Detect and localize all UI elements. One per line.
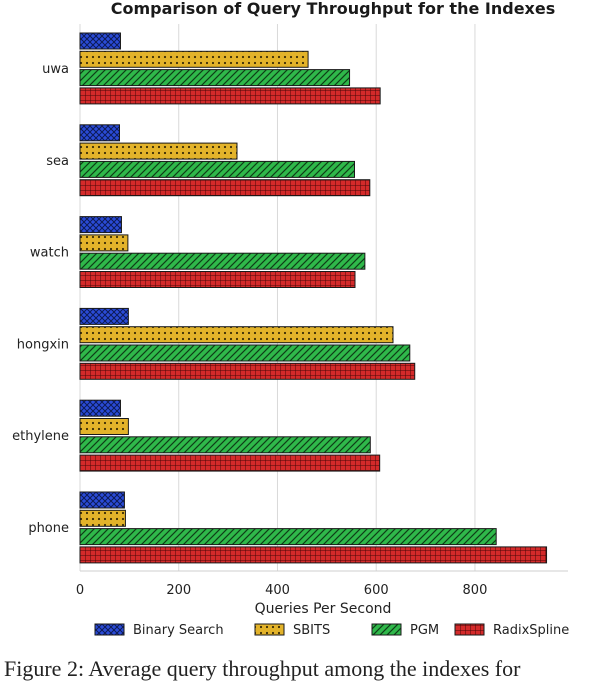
bar-watch-pgm [79, 252, 366, 270]
bar-hongxin-binary-search [79, 307, 129, 325]
x-tick-label: 0 [76, 583, 84, 598]
legend-label: RadixSpline [493, 623, 569, 638]
x-tick-labels: 0 200 400 600 800 [76, 583, 488, 598]
chart-title: Comparison of Query Throughput for the I… [111, 0, 555, 18]
y-tick-labels: uwa sea watch hongxin ethylene phone [12, 62, 69, 536]
bar-sea-pgm [79, 160, 355, 178]
bar-ethylene-sbits [79, 418, 129, 435]
bar-ethylene-pgm [79, 436, 371, 454]
legend-label: PGM [410, 623, 439, 638]
y-tick-label: uwa [42, 62, 69, 77]
y-tick-label: hongxin [17, 337, 69, 352]
bar-sea-sbits [79, 142, 238, 160]
legend-label: Binary Search [133, 623, 224, 638]
legend-swatch [254, 623, 285, 636]
x-axis-label: Queries Per Second [255, 601, 392, 617]
y-tick-label: ethylene [12, 429, 69, 444]
y-tick-label: phone [28, 521, 69, 536]
legend-swatch [371, 623, 402, 636]
bar-sea-radixspline [79, 179, 371, 197]
x-tick-label: 400 [265, 583, 290, 598]
y-tick-label: watch [30, 246, 69, 261]
bar-phone-radixspline [79, 546, 548, 564]
bar-uwa-radixspline [79, 87, 381, 105]
bar-hongxin-pgm [79, 344, 411, 362]
legend-swatch [454, 623, 485, 636]
x-tick-label: 200 [166, 583, 191, 598]
legend-label: SBITS [293, 623, 330, 638]
bar-watch-radixspline [79, 271, 356, 288]
x-tick-label: 800 [463, 583, 488, 598]
y-tick-label: sea [46, 154, 69, 169]
bar-watch-sbits [79, 234, 129, 252]
bar-uwa-binary-search [79, 32, 121, 50]
bar-ethylene-binary-search [79, 399, 121, 417]
bar-ethylene-radixspline [79, 454, 381, 472]
bar-phone-binary-search [79, 491, 125, 509]
bar-hongxin-radixspline [79, 362, 416, 380]
x-gridlines [79, 24, 476, 571]
bar-uwa-pgm [79, 69, 351, 87]
legend-swatch [94, 623, 125, 636]
bar-sea-binary-search [79, 124, 120, 142]
bar-phone-sbits [79, 509, 126, 527]
bar-watch-binary-search [79, 216, 122, 234]
bars [79, 32, 548, 564]
legend: Binary Search SBITS PGM RadixSpline [94, 623, 569, 638]
bar-hongxin-sbits [79, 326, 394, 344]
x-tick-label: 600 [364, 583, 389, 598]
bar-phone-pgm [79, 528, 497, 546]
figure-caption: Figure 2: Average query throughput among… [4, 656, 521, 681]
bar-uwa-sbits [79, 50, 309, 68]
